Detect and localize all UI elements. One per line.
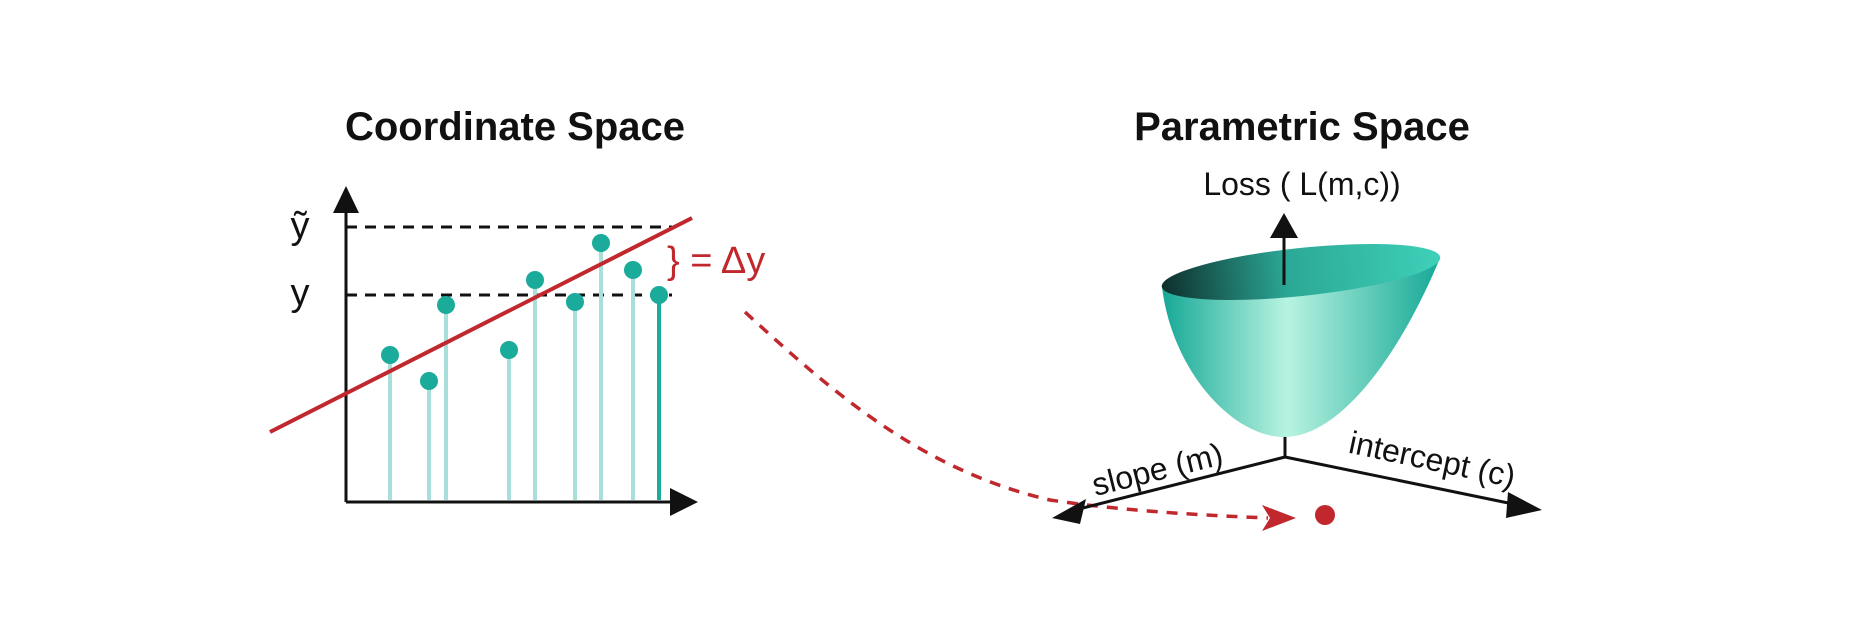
loss-surface-body [1162, 258, 1440, 437]
loss-surface-rim [1161, 244, 1441, 300]
delta-y-label: } = Δy [667, 240, 765, 282]
coordinate-axes [333, 186, 698, 516]
intercept-axis-line [1284, 455, 1519, 507]
parameter-point [1315, 505, 1335, 525]
intercept-axis-arrowhead [1506, 492, 1542, 518]
loss-surface [1161, 244, 1441, 437]
data-points [381, 234, 668, 390]
x-axis-arrowhead [670, 488, 698, 516]
y-axis-arrowhead [333, 186, 359, 213]
data-point-5 [526, 271, 544, 289]
data-point-9 [650, 286, 668, 304]
parametric-space-title: Parametric Space [1134, 105, 1470, 149]
data-point-3 [437, 296, 455, 314]
data-point-7 [592, 234, 610, 252]
slope-axis-arrowhead [1052, 499, 1086, 524]
coordinate-space-title: Coordinate Space [345, 105, 685, 149]
y-label: y [291, 272, 310, 314]
coordinate-space-panel: Coordinate Space ỹ y [269, 105, 765, 516]
data-point-2 [420, 372, 438, 390]
data-point-6 [566, 293, 584, 311]
data-point-4 [500, 341, 518, 359]
mapping-arrow-head [1262, 505, 1296, 531]
slope-axis-label: slope (m) [1088, 436, 1226, 503]
loss-axis-label: Loss ( L(m,c)) [1203, 166, 1400, 202]
intercept-axis-label: intercept (c) [1346, 424, 1519, 494]
mapping-arrow [743, 310, 1296, 531]
slope-axis-line [1074, 455, 1286, 512]
parametric-axes [1052, 435, 1542, 524]
loss-axis-arrowhead [1270, 213, 1298, 238]
data-point-8 [624, 261, 642, 279]
data-point-1 [381, 346, 399, 364]
data-stems [388, 243, 661, 500]
parametric-space-panel: Parametric Space Loss ( L(m,c)) slope (m… [1052, 105, 1542, 524]
regression-line [269, 216, 693, 434]
y-tilde-label: ỹ [291, 205, 310, 247]
